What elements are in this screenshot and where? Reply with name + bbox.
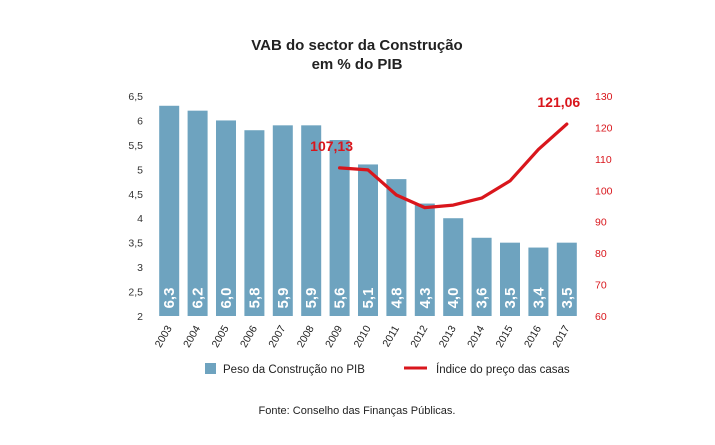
left-tick-label: 3 — [137, 262, 143, 274]
bar — [556, 242, 577, 316]
bar — [187, 110, 208, 317]
bar-value-label: 6,3 — [161, 288, 178, 309]
left-tick-label: 5 — [137, 164, 143, 176]
x-tick-label: 2016 — [522, 323, 544, 349]
bar — [471, 237, 492, 316]
bar-value-label: 5,1 — [360, 288, 377, 309]
bar-value-label: 5,8 — [246, 288, 263, 309]
bar-value-label: 6,2 — [190, 288, 207, 309]
left-axis: 2 2,5 3 3,5 4 4,5 5 5,5 6 6,5 — [128, 91, 143, 323]
bar — [386, 179, 407, 316]
line-annotation: 121,06 — [537, 94, 580, 110]
bar — [528, 247, 549, 316]
bar-value-label: 6,0 — [218, 288, 235, 309]
bar — [500, 242, 520, 316]
right-tick-label: 80 — [595, 248, 607, 260]
bar — [216, 120, 236, 316]
right-tick-label: 90 — [595, 217, 607, 229]
bar-value-label: 4,0 — [445, 288, 462, 309]
bar — [272, 125, 293, 316]
bar — [244, 130, 265, 316]
bar-value-label: 3,5 — [502, 288, 519, 309]
bar — [414, 203, 435, 316]
left-tick-label: 3,5 — [128, 238, 143, 250]
legend-bar-label: Peso da Construção no PIB — [223, 364, 365, 376]
right-tick-label: 110 — [595, 154, 612, 166]
x-tick-label: 2015 — [494, 323, 516, 349]
left-tick-label: 2 — [137, 311, 143, 323]
bar-value-label: 5,9 — [275, 288, 292, 309]
left-tick-label: 5,5 — [128, 140, 143, 152]
bar — [159, 105, 180, 317]
bar-value-label: 3,5 — [559, 288, 576, 309]
bar — [329, 140, 350, 316]
chart-source: Fonte: Conselho das Finanças Públicas. — [259, 405, 456, 417]
x-tick-label: 2003 — [153, 323, 175, 349]
right-tick-label: 120 — [595, 122, 613, 134]
right-tick-label: 70 — [595, 280, 607, 292]
bar — [301, 125, 322, 316]
chart-title: VAB do sector da Construção — [251, 37, 462, 54]
x-tick-label: 2013 — [437, 323, 459, 349]
bar-value-label: 4,3 — [417, 288, 434, 309]
bar-value-label: 4,8 — [388, 288, 405, 309]
x-tick-label: 2006 — [238, 323, 260, 349]
bar — [358, 164, 378, 316]
chart-subtitle: em % do PIB — [312, 56, 403, 73]
left-tick-label: 6 — [137, 115, 143, 127]
left-tick-label: 6,5 — [128, 91, 143, 103]
x-tick-label: 2004 — [181, 323, 203, 349]
x-tick-label: 2008 — [295, 323, 317, 349]
bar-value-label: 5,9 — [303, 288, 320, 309]
x-tick-label: 2017 — [550, 323, 572, 349]
right-tick-label: 130 — [595, 91, 613, 103]
legend: Peso da Construção no PIB Índice do preç… — [205, 363, 570, 376]
right-axis: 60 70 80 90 100 110 120 130 — [595, 91, 613, 323]
right-tick-label: 100 — [595, 185, 613, 197]
bar-value-label: 3,4 — [530, 287, 547, 309]
x-tick-label: 2010 — [352, 323, 374, 349]
bar-labels: 6,3 6,2 6,0 5,8 5,9 5,9 5,6 5,1 4,8 4,3 4,0 3,6 3,5 3… — [161, 287, 576, 309]
annotations: 107,13 121,06 — [310, 94, 580, 154]
bar-value-label: 5,6 — [332, 288, 349, 309]
legend-line-label: Índice do preço das casas — [436, 363, 570, 376]
line-series — [338, 122, 569, 210]
x-tick-label: 2014 — [465, 323, 487, 349]
x-tick-label: 2009 — [323, 323, 345, 349]
x-axis: 2003 2004 2005 2006 2007 2008 2009 2010 2011 2012… — [153, 323, 573, 349]
x-tick-label: 2012 — [408, 323, 430, 349]
price-index-line — [338, 122, 569, 210]
left-tick-label: 4,5 — [128, 189, 143, 201]
bar — [443, 218, 464, 316]
x-tick-label: 2011 — [380, 323, 402, 349]
x-tick-label: 2005 — [210, 323, 232, 349]
legend-bar-swatch — [205, 363, 216, 374]
right-tick-label: 60 — [595, 311, 607, 323]
bar-value-label: 3,6 — [474, 288, 491, 309]
line-annotation: 107,13 — [310, 138, 353, 154]
left-tick-label: 2,5 — [128, 287, 143, 299]
left-tick-label: 4 — [137, 213, 143, 225]
x-tick-label: 2007 — [266, 323, 288, 349]
bars — [159, 105, 577, 317]
